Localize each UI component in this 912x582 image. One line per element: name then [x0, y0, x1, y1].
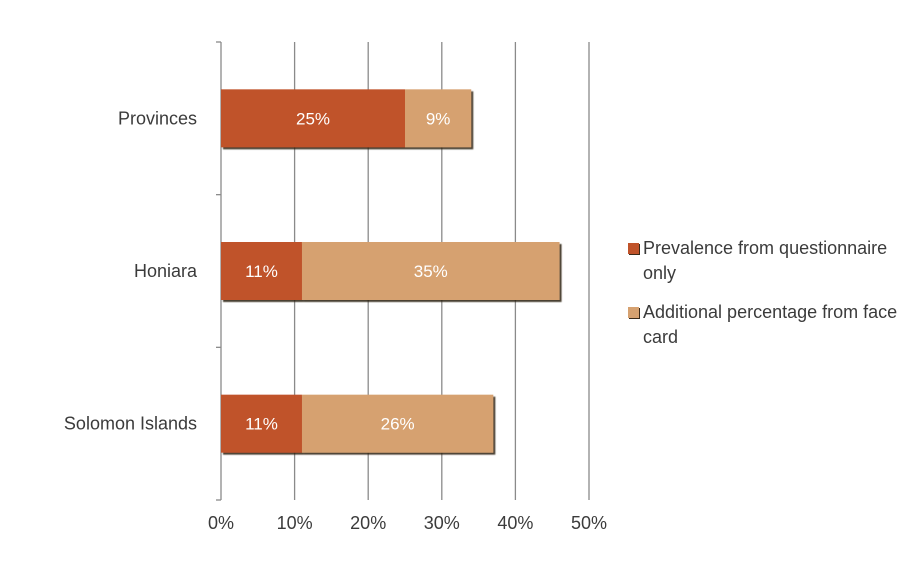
y-axis [216, 41, 222, 501]
legend-item-series-1: Prevalence from questionnaire only [628, 236, 908, 286]
category-label-solomon-islands: Solomon Islands [64, 414, 197, 434]
data-label-series-2-solomon-islands: 26% [381, 415, 415, 434]
data-label-series-1-provinces: 25% [296, 109, 330, 128]
x-tick-label-10: 10% [277, 513, 313, 533]
data-label-series-1-solomon-islands: 11% [245, 415, 278, 434]
bar-group-provinces [221, 89, 472, 148]
legend-swatch-series-1 [628, 243, 639, 254]
data-label-series-1-honiara: 11% [245, 262, 278, 281]
legend-label-series-2: Additional percentage from face card [643, 302, 898, 347]
bar-group-solomon-islands [221, 394, 494, 453]
bars [221, 89, 560, 453]
bar-segment-series-1-provinces [221, 89, 405, 148]
x-tick-label-20: 20% [350, 513, 386, 533]
legend-swatch-series-2 [628, 307, 639, 318]
data-label-series-2-provinces: 9% [426, 109, 451, 128]
x-tick-label-40: 40% [497, 513, 533, 533]
x-tick-label-30: 30% [424, 513, 460, 533]
bar-segment-series-1-solomon-islands [221, 394, 302, 453]
bar-segment-series-2-honiara [301, 242, 560, 300]
legend: Prevalence from questionnaire only Addit… [628, 236, 908, 364]
bar-group-honiara [221, 242, 560, 300]
labels: 0% 10% 20% 30% 40% 50% 25% 9% Provinces 11% 35% Hon… [64, 108, 607, 533]
x-tick-label-0: 0% [208, 513, 234, 533]
bar-segment-series-1-honiara [221, 242, 302, 300]
legend-label-series-1: Prevalence from questionnaire only [643, 238, 888, 283]
bar-segment-series-2-provinces [405, 89, 472, 148]
category-label-provinces: Provinces [118, 108, 197, 128]
category-label-honiara: Honiara [134, 261, 198, 281]
x-tick-label-50: 50% [571, 513, 607, 533]
data-label-series-2-honiara: 35% [414, 262, 448, 281]
legend-item-series-2: Additional percentage from face card [628, 300, 908, 350]
bar-segment-series-2-solomon-islands [301, 394, 494, 453]
